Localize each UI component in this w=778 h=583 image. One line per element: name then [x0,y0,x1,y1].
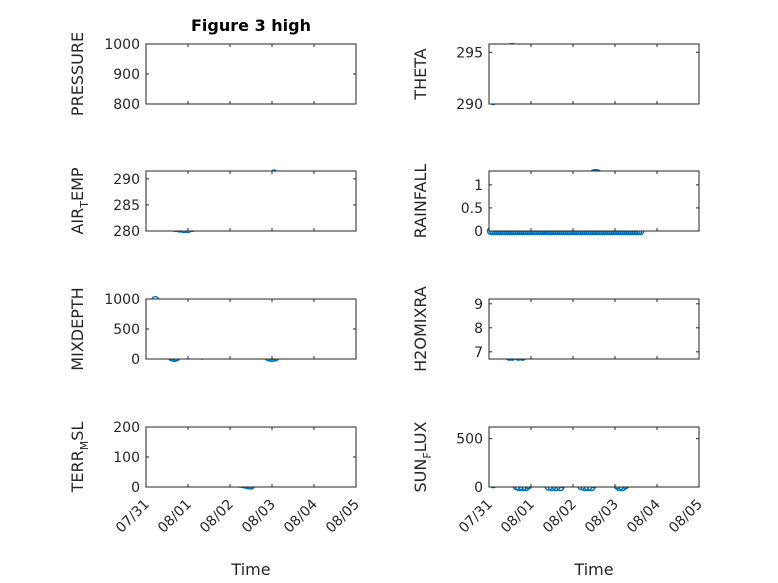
y-tick-label: 8 [474,321,483,337]
axes-box [145,170,357,232]
y-tick-label: 900 [113,67,140,83]
x-tick-label: 08/04 [624,496,664,536]
y-axis-label-part: MIXDEPTH [68,287,87,370]
y-tick-label: 290 [113,172,140,188]
y-tick-label: 7 [474,345,483,361]
y-tick-label: 0 [131,480,140,496]
y-axis-label-part: LUX [411,421,430,452]
y-tick-label: 1 [474,178,483,194]
y-tick-label: 9 [474,297,483,313]
y-tick-label: 1000 [104,37,140,53]
y-tick-label: 0 [474,224,483,240]
x-tick-label: 08/03 [582,497,622,537]
y-axis-label-part: F [421,452,434,458]
y-tick-label: 500 [113,322,140,338]
y-axis-label-part: EMP [68,167,87,201]
panel-pressure: 800 900 1000 PRESSURE [68,32,357,116]
axes-box [488,426,700,488]
y-axis-label: AIRTEMP [68,167,91,234]
y-axis-label-part: SUN [411,459,430,493]
panel-terr-msl: 0 100 200 07/31 08/01 08/02 08/03 08/04 08/05 TER… [68,420,363,536]
axes-box [145,43,357,105]
panel-mixdepth: 0 500 1000 MIXDEPTH [68,287,357,371]
y-tick-label: 0 [131,352,140,368]
x-tick-label: 07/31 [113,497,153,537]
y-tick-label: 800 [113,97,140,113]
panel-theta: 290 295 THETA [411,42,700,113]
y-axis-label: MIXDEPTH [68,287,87,370]
x-tick-label: 08/01 [498,497,538,537]
y-tick-label: 500 [456,432,483,448]
axes-box [488,43,700,105]
y-axis-label: H2OMIXRA [411,286,430,372]
y-axis-label: TERRMSL [68,422,91,494]
panel-h2omixra: 7 8 9 H2OMIXRA [411,286,700,372]
y-axis-label-part: M [78,441,91,451]
axes-box [145,298,357,360]
y-axis-label-part: T [78,201,91,209]
x-tick-label: 08/02 [197,497,237,537]
x-tick-label: 08/05 [666,497,706,537]
x-tick-label: 08/03 [239,497,279,537]
axes-box [145,426,357,488]
y-axis-label-part: SL [68,422,87,441]
x-tick-label: 07/31 [456,497,496,537]
y-tick-label: 285 [113,198,140,214]
y-tick-label: 280 [113,224,140,240]
y-axis-label: RAINFALL [411,164,430,239]
y-axis-label-part: PRESSURE [68,32,87,116]
y-axis-label-part: THETA [411,48,430,100]
y-axis-label: SUNFLUX [411,421,434,492]
panel-air-temp: 280 285 290 AIRTEMP [68,167,357,240]
y-tick-label: 100 [113,450,140,466]
y-axis-label-part: RAINFALL [411,164,430,239]
y-tick-label: 0.5 [461,201,483,217]
x-tick-label: 08/05 [323,497,363,537]
y-axis-label: THETA [411,48,430,100]
y-tick-label: 200 [113,420,140,436]
y-tick-label: 1000 [104,292,140,308]
x-axis-label-right: Time [573,560,613,579]
panel-rainfall: 0 0.5 1 RAINFALL [411,164,700,240]
panel-sun-flux: 0 500 07/31 08/01 08/02 08/03 08/04 08/05 SUNFLU… [411,421,706,536]
y-tick-label: 290 [456,97,483,113]
y-tick-label: 0 [474,480,483,496]
y-tick-label: 295 [456,45,483,61]
y-axis-label-part: TERR [68,450,87,493]
axes-box [488,298,700,360]
y-axis-label-part: H2OMIXRA [411,286,430,372]
figure-title: Figure 3 high [191,16,311,35]
axes-box [488,170,700,232]
x-tick-label: 08/01 [155,497,195,537]
x-tick-label: 08/04 [281,496,321,536]
x-tick-label: 08/02 [540,497,580,537]
y-axis-label: PRESSURE [68,32,87,116]
y-axis-label-part: AIR [68,208,87,235]
x-axis-label-left: Time [230,560,270,579]
